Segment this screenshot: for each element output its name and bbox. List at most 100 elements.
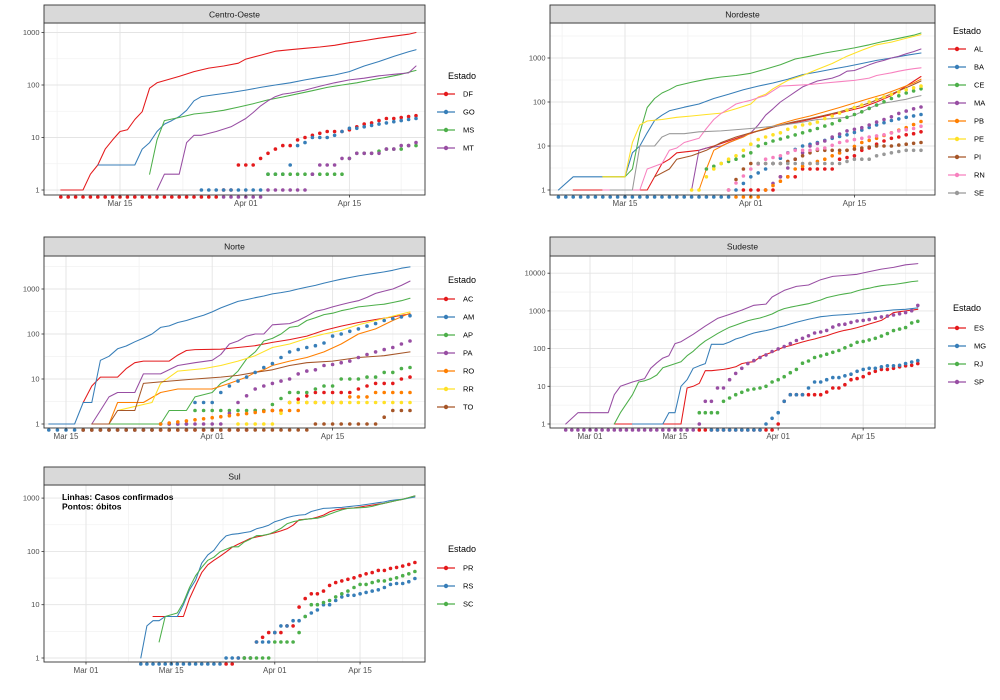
- legend-item-SC: SC: [437, 600, 474, 609]
- y-tick-label: 100: [533, 344, 546, 353]
- legend-key-point-icon: [954, 343, 960, 349]
- y-tick-label: 1: [541, 420, 545, 429]
- facet-strip-title: Sudeste: [727, 242, 758, 252]
- annotation-line: Linhas: Casos confirmados: [62, 492, 174, 502]
- legend-title: Estado: [448, 275, 476, 285]
- legend-item-DF: DF: [437, 90, 473, 99]
- x-tick-label: Mar 01: [578, 432, 603, 441]
- facet-strip-title: Centro-Oeste: [209, 10, 260, 20]
- legend-item-MA: MA: [948, 99, 985, 108]
- legend-item-label: DF: [463, 90, 473, 99]
- ES-cases-line: [613, 308, 919, 425]
- legend-key-point-icon: [443, 404, 449, 410]
- SP-deaths-dots: [563, 303, 920, 432]
- x-tick-label: Mar 15: [663, 432, 688, 441]
- panel-sudeste: Sudeste 1 10 100 1000 10000 Mar 01 Mar 15 Apr 01…: [525, 236, 986, 441]
- x-tick-label: Apr 15: [338, 199, 362, 208]
- legend-item-BA: BA: [948, 63, 984, 72]
- panel-sul: Sul 1 10 100 1000 Mar 01 Mar 15 Apr 01 Apr 15 Est…: [23, 466, 476, 675]
- AM-cases-line: [48, 266, 411, 425]
- legend-sudeste: Estado ES MG RJ SP: [948, 303, 986, 387]
- legend-item-label: AL: [974, 45, 983, 54]
- CE-cases-line: [602, 32, 922, 178]
- legend-item-MT: MT: [437, 144, 474, 153]
- panel-norte: Norte 1 10 100 1000 Mar 15 Apr 01 Apr 15 Estado A…: [23, 236, 476, 441]
- legend-item-label: RS: [463, 582, 473, 591]
- y-tick-label: 10: [537, 382, 545, 391]
- legend-item-GO: GO: [437, 108, 475, 117]
- gridlines: [44, 23, 425, 195]
- legend-title: Estado: [953, 26, 981, 36]
- legend-item-label: MG: [974, 342, 986, 351]
- BA-cases-line: [557, 52, 922, 191]
- MA-deaths-dots: [763, 105, 923, 192]
- MA-cases-line: [691, 48, 922, 191]
- PE-deaths-dots: [689, 84, 923, 192]
- legend-item-RJ: RJ: [948, 360, 983, 369]
- SC-deaths-dots: [242, 569, 417, 660]
- y-tick-label: 1000: [23, 494, 40, 503]
- x-tick-label: Apr 01: [739, 199, 763, 208]
- legend-key-point-icon: [443, 314, 449, 320]
- legend-item-label: ES: [974, 324, 984, 333]
- x-tick-label: Mar 15: [54, 432, 79, 441]
- legend-item-label: PR: [463, 564, 474, 573]
- legend-item-PR: PR: [437, 564, 474, 573]
- legend-key-point-icon: [954, 379, 960, 385]
- legend-centro-oeste: Estado DF GO MS MT: [437, 71, 476, 153]
- plot-background: [44, 23, 425, 195]
- SE-deaths-dots: [756, 148, 923, 166]
- MG-cases-line: [631, 307, 919, 425]
- x-tick-label: Apr 15: [321, 432, 345, 441]
- legend-item-label: PI: [974, 153, 981, 162]
- legend-key-point-icon: [443, 583, 449, 589]
- RO-cases-line: [108, 312, 411, 425]
- MG-deaths-dots: [709, 358, 920, 432]
- legend-item-MS: MS: [437, 126, 474, 135]
- facet-strip-title: Norte: [224, 242, 245, 252]
- legend-title: Estado: [448, 544, 476, 554]
- legend-nordeste: Estado AL BA CE MA PB PE PI RN SE: [948, 26, 985, 198]
- legend-key-point-icon: [443, 109, 449, 115]
- legend-item-SE: SE: [948, 189, 984, 198]
- MS-cases-line: [149, 69, 417, 175]
- legend-sul: Estado PR RS SC: [437, 544, 476, 609]
- legend-key-point-icon: [954, 136, 960, 142]
- SE-cases-line: [609, 95, 922, 191]
- legend-item-label: BA: [974, 63, 984, 72]
- legend-item-AC: AC: [437, 295, 474, 304]
- panel-centro-oeste: Centro-Oeste 1 10 100 1000 Mar 15 Apr 01 Apr 15…: [23, 4, 476, 208]
- legend-item-label: MT: [463, 144, 474, 153]
- panel-nordeste: Nordeste 1 10 100 1000 Mar 15 Apr 01 Apr 15 Esta…: [529, 4, 985, 208]
- y-tick-label: 1: [35, 186, 39, 195]
- legend-item-label: PB: [974, 117, 984, 126]
- gridlines: [550, 23, 935, 195]
- legend-key-point-icon: [443, 386, 449, 392]
- legend-norte: Estado AC AM AP PA RO RR TO: [437, 275, 476, 412]
- legend-item-label: PA: [463, 349, 472, 358]
- legend-key-point-icon: [954, 361, 960, 367]
- legend-item-PB: PB: [948, 117, 984, 126]
- PI-cases-line: [654, 80, 922, 178]
- TO-deaths-dots: [81, 408, 412, 432]
- y-tick-label: 10: [537, 142, 545, 151]
- legend-item-TO: TO: [437, 403, 473, 412]
- legend-item-ES: ES: [948, 324, 984, 333]
- SP-cases-line: [565, 263, 919, 425]
- MT-cases-line: [156, 65, 417, 191]
- legend-item-label: GO: [463, 108, 475, 117]
- RR-deaths-dots: [236, 400, 412, 426]
- x-tick-label: Apr 01: [234, 199, 258, 208]
- legend-item-label: RO: [463, 367, 474, 376]
- legend-key-point-icon: [954, 100, 960, 106]
- legend-key-point-icon: [443, 296, 449, 302]
- legend-title: Estado: [953, 303, 981, 313]
- PE-cases-line: [602, 34, 922, 178]
- facet-strip: [549, 236, 936, 257]
- facet-strip-title: Nordeste: [725, 10, 760, 20]
- x-tick-label: Mar 15: [108, 199, 133, 208]
- x-tick-label: Apr 01: [200, 432, 224, 441]
- legend-item-label: SP: [974, 378, 984, 387]
